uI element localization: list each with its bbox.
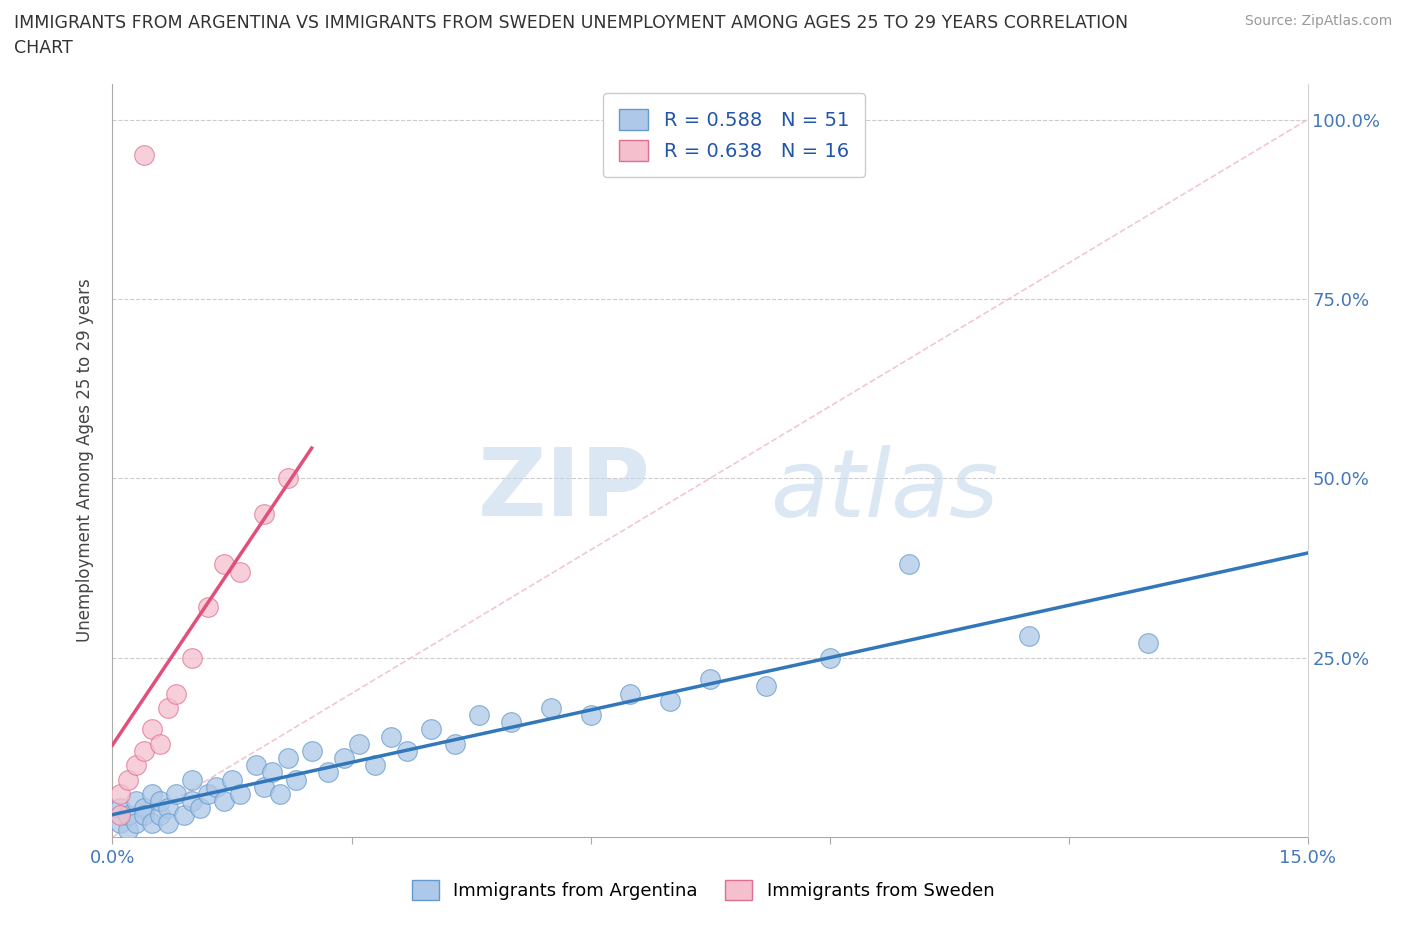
Point xyxy=(134,801,156,816)
Point xyxy=(110,801,132,816)
Point xyxy=(197,787,219,802)
Legend: Immigrants from Argentina, Immigrants from Sweden: Immigrants from Argentina, Immigrants fr… xyxy=(405,872,1001,907)
Point xyxy=(316,765,339,780)
Point xyxy=(134,148,156,163)
Point xyxy=(277,471,299,485)
Point xyxy=(269,787,291,802)
Point xyxy=(205,779,228,794)
Point xyxy=(117,822,139,837)
Point xyxy=(420,722,443,737)
Point xyxy=(221,772,243,787)
Point xyxy=(659,693,682,708)
Point xyxy=(188,801,211,816)
Point xyxy=(1137,636,1160,651)
Text: atlas: atlas xyxy=(770,445,998,536)
Point xyxy=(181,772,204,787)
Point xyxy=(277,751,299,765)
Point xyxy=(349,737,371,751)
Point xyxy=(396,743,419,758)
Point xyxy=(364,758,387,773)
Point xyxy=(181,793,204,808)
Point xyxy=(540,700,562,715)
Point xyxy=(157,700,180,715)
Point xyxy=(818,650,841,665)
Point xyxy=(898,557,921,572)
Point xyxy=(499,715,522,730)
Point xyxy=(117,808,139,823)
Point xyxy=(253,779,276,794)
Point xyxy=(380,729,402,744)
Point xyxy=(110,808,132,823)
Point xyxy=(253,507,276,522)
Point xyxy=(117,772,139,787)
Point xyxy=(260,765,283,780)
Point xyxy=(212,793,235,808)
Point xyxy=(134,743,156,758)
Point xyxy=(468,708,491,723)
Point xyxy=(212,557,235,572)
Point xyxy=(125,793,148,808)
Point xyxy=(141,816,163,830)
Point xyxy=(229,787,252,802)
Point xyxy=(157,801,180,816)
Point xyxy=(197,600,219,615)
Point xyxy=(141,787,163,802)
Point xyxy=(165,686,187,701)
Point xyxy=(284,772,307,787)
Text: ZIP: ZIP xyxy=(478,445,651,537)
Point xyxy=(1018,629,1040,644)
Text: Source: ZipAtlas.com: Source: ZipAtlas.com xyxy=(1244,14,1392,28)
Point xyxy=(165,787,187,802)
Point xyxy=(619,686,641,701)
Point xyxy=(125,758,148,773)
Point xyxy=(149,793,172,808)
Point xyxy=(157,816,180,830)
Point xyxy=(125,816,148,830)
Point xyxy=(755,679,778,694)
Point xyxy=(245,758,267,773)
Point xyxy=(301,743,323,758)
Point xyxy=(181,650,204,665)
Point xyxy=(134,808,156,823)
Point xyxy=(229,565,252,579)
Point xyxy=(173,808,195,823)
Point xyxy=(444,737,467,751)
Point xyxy=(699,671,721,686)
Point xyxy=(141,722,163,737)
Text: CHART: CHART xyxy=(14,39,73,57)
Legend: R = 0.588   N = 51, R = 0.638   N = 16: R = 0.588 N = 51, R = 0.638 N = 16 xyxy=(603,93,865,177)
Point xyxy=(579,708,602,723)
Point xyxy=(110,787,132,802)
Text: IMMIGRANTS FROM ARGENTINA VS IMMIGRANTS FROM SWEDEN UNEMPLOYMENT AMONG AGES 25 T: IMMIGRANTS FROM ARGENTINA VS IMMIGRANTS … xyxy=(14,14,1128,32)
Y-axis label: Unemployment Among Ages 25 to 29 years: Unemployment Among Ages 25 to 29 years xyxy=(76,278,94,643)
Point xyxy=(110,816,132,830)
Point xyxy=(149,737,172,751)
Point xyxy=(332,751,354,765)
Point xyxy=(149,808,172,823)
